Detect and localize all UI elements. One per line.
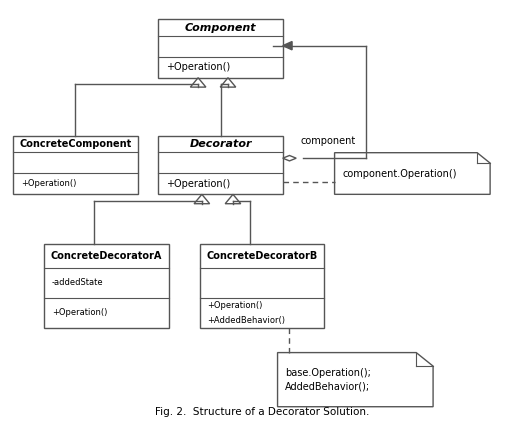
Text: +Operation(): +Operation(): [208, 300, 263, 310]
Text: Component: Component: [185, 23, 256, 32]
Text: Fig. 2.  Structure of a Decorator Solution.: Fig. 2. Structure of a Decorator Solutio…: [155, 407, 369, 417]
Text: +Operation(): +Operation(): [52, 308, 107, 317]
Bar: [13, 136, 138, 195]
Polygon shape: [283, 41, 292, 50]
Text: ConcreteDecoratorA: ConcreteDecoratorA: [51, 251, 162, 261]
Bar: [44, 244, 169, 327]
Text: -addedState: -addedState: [52, 278, 104, 287]
Bar: [158, 136, 283, 195]
Text: Decorator: Decorator: [189, 139, 252, 149]
Bar: [158, 19, 283, 78]
Text: +Operation(): +Operation(): [166, 62, 231, 72]
Text: +AddedBehavior(): +AddedBehavior(): [208, 316, 286, 325]
Text: component: component: [300, 136, 355, 146]
Polygon shape: [335, 153, 490, 195]
Text: +Operation(): +Operation(): [166, 179, 231, 189]
Text: ConcreteDecoratorB: ConcreteDecoratorB: [206, 251, 318, 261]
Text: base.Operation();
AddedBehavior();: base.Operation(); AddedBehavior();: [286, 368, 371, 391]
Text: component.Operation(): component.Operation(): [342, 168, 457, 179]
Polygon shape: [278, 353, 433, 407]
Text: ConcreteComponent: ConcreteComponent: [19, 139, 132, 149]
Text: +Operation(): +Operation(): [21, 179, 77, 188]
Bar: [200, 244, 324, 327]
